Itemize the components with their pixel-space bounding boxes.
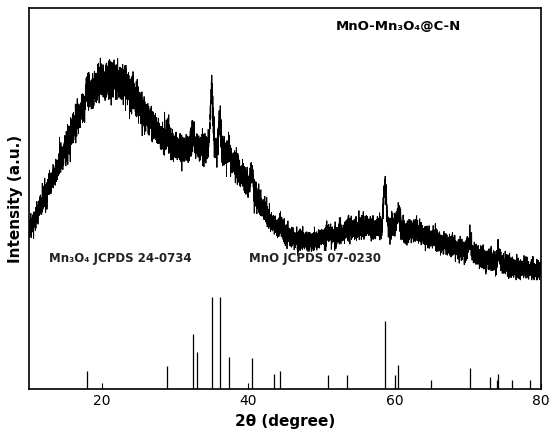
Text: MnO JCPDS 07-0230: MnO JCPDS 07-0230 xyxy=(249,252,381,265)
Text: MnO-Mn₃O₄@C-N: MnO-Mn₃O₄@C-N xyxy=(336,20,461,33)
X-axis label: 2θ (degree): 2θ (degree) xyxy=(235,414,335,429)
Y-axis label: Intensity (a.u.): Intensity (a.u.) xyxy=(8,135,23,263)
Text: Mn₃O₄ JCPDS 24-0734: Mn₃O₄ JCPDS 24-0734 xyxy=(49,252,192,265)
